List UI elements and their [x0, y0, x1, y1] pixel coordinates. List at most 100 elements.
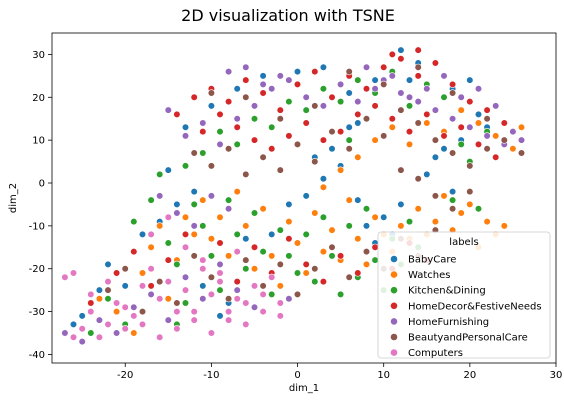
scatter-point-homefurnishing: [130, 303, 138, 311]
scatter-point-beautyandpersonalcare: [259, 153, 267, 161]
scatter-point-homedecor-festiveneeds: [164, 256, 172, 264]
scatter-point-homedecor-festiveneeds: [242, 76, 250, 84]
scatter-point-homedecor-festiveneeds: [233, 123, 241, 131]
scatter-point-watches: [276, 282, 284, 290]
scatter-point-homefurnishing: [268, 85, 276, 93]
x-axis-label: dim_1: [289, 383, 319, 394]
scatter-point-watches: [423, 119, 431, 127]
scatter-point-homedecor-festiveneeds: [466, 97, 474, 106]
scatter-point-babycare: [104, 260, 112, 269]
scatter-point-babycare: [397, 200, 405, 208]
scatter-point-babycare: [285, 200, 293, 208]
legend-entry-label: Watches: [408, 270, 451, 281]
scatter-point-beautyandpersonalcare: [449, 149, 457, 157]
legend-entry-label: BabyCare: [408, 255, 456, 266]
scatter-point-homefurnishing: [517, 136, 526, 144]
scatter-point-homefurnishing: [216, 260, 224, 269]
scatter-point-watches: [362, 260, 371, 269]
scatter-point-computers: [121, 325, 129, 333]
scatter-point-homedecor-festiveneeds: [199, 128, 207, 136]
scatter-point-kitchen-dining: [199, 222, 207, 230]
y-tick-label: -20: [29, 264, 45, 275]
scatter-point-watches: [345, 196, 353, 204]
scatter-point-homedecor-festiveneeds: [354, 269, 362, 277]
scatter-point-homedecor-festiveneeds: [414, 72, 422, 80]
scatter-point-homedecor-festiveneeds: [328, 93, 336, 101]
scatter-point-homedecor-festiveneeds: [302, 119, 310, 127]
scatter-point-kitchen-dining: [302, 230, 310, 238]
scatter-point-watches: [207, 235, 215, 243]
scatter-point-kitchen-dining: [173, 260, 181, 269]
scatter-point-homefurnishing: [156, 192, 164, 200]
scatter-point-kitchen-dining: [216, 128, 224, 136]
legend-marker: [390, 301, 398, 310]
scatter-point-homedecor-festiveneeds: [302, 260, 310, 269]
scatter-point-homefurnishing: [225, 67, 233, 76]
scatter-point-watches: [405, 140, 414, 148]
x-tick-label: -20: [117, 370, 133, 381]
scatter-point-kitchen-dining: [250, 115, 259, 123]
scatter-point-babycare: [354, 119, 362, 127]
scatter-point-watches: [319, 248, 328, 256]
scatter-point-watches: [337, 166, 345, 174]
scatter-point-homedecor-festiveneeds: [112, 269, 121, 277]
scatter-point-homedecor-festiveneeds: [354, 110, 362, 118]
scatter-point-kitchen-dining: [225, 196, 233, 204]
scatter-point-beautyandpersonalcare: [362, 248, 371, 256]
scatter-point-babycare: [78, 312, 86, 320]
scatter-point-beautyandpersonalcare: [483, 145, 491, 153]
scatter-point-computers: [216, 269, 224, 277]
x-axis: -20 -10 0 10 20 30: [117, 363, 562, 381]
scatter-point-babycare: [259, 72, 267, 80]
scatter-point-beautyandpersonalcare: [293, 140, 302, 148]
scatter-point-beautyandpersonalcare: [431, 136, 440, 144]
legend-marker: [390, 348, 398, 357]
scatter-point-babycare: [302, 192, 310, 200]
scatter-point-beautyandpersonalcare: [328, 243, 336, 251]
scatter-point-homefurnishing: [164, 316, 172, 324]
x-tick-label: 30: [550, 370, 563, 381]
scatter-point-kitchen-dining: [87, 329, 95, 337]
y-tick-label: 10: [32, 136, 45, 147]
scatter-point-beautyandpersonalcare: [397, 166, 405, 174]
scatter-point-watches: [354, 153, 362, 161]
y-axis-label: dim_2: [8, 183, 19, 213]
scatter-point-kitchen-dining: [371, 256, 379, 264]
scatter-point-kitchen-dining: [328, 252, 336, 260]
scatter-point-computers: [242, 320, 250, 329]
scatter-point-computers: [69, 333, 78, 341]
scatter-point-homefurnishing: [164, 106, 172, 114]
scatter-point-watches: [311, 209, 319, 217]
scatter-point-babycare: [233, 85, 241, 93]
scatter-point-homedecor-festiveneeds: [405, 128, 414, 136]
scatter-point-computers: [147, 265, 155, 273]
scatter-point-babycare: [345, 123, 353, 131]
scatter-point-watches: [371, 136, 379, 144]
scatter-point-watches: [95, 295, 103, 303]
scatter-point-kitchen-dining: [345, 136, 353, 144]
scatter-point-homedecor-festiveneeds: [388, 50, 396, 59]
scatter-point-watches: [181, 213, 190, 221]
scatter-point-kitchen-dining: [190, 200, 198, 208]
scatter-point-watches: [293, 239, 302, 247]
scatter-point-homefurnishing: [457, 93, 465, 101]
scatter-point-computers: [104, 320, 112, 329]
scatter-point-homedecor-festiveneeds: [190, 93, 198, 101]
scatter-point-watches: [474, 119, 483, 127]
scatter-point-kitchen-dining: [405, 102, 414, 110]
scatter-point-beautyandpersonalcare: [500, 136, 508, 144]
scatter-point-homedecor-festiveneeds: [380, 63, 388, 71]
scatter-point-beautyandpersonalcare: [466, 162, 474, 170]
x-tick-label: 20: [463, 370, 476, 381]
x-tick-label: 0: [294, 370, 300, 381]
scatter-point-watches: [500, 222, 508, 230]
scatter-point-homefurnishing: [285, 76, 293, 84]
scatter-point-beautyandpersonalcare: [345, 67, 353, 76]
scatter-point-homefurnishing: [259, 80, 267, 88]
scatter-point-beautyandpersonalcare: [414, 119, 422, 127]
scatter-point-homedecor-festiveneeds: [181, 230, 190, 238]
scatter-point-beautyandpersonalcare: [517, 149, 526, 157]
scatter-point-beautyandpersonalcare: [173, 299, 181, 307]
scatter-point-homedecor-festiveneeds: [371, 243, 379, 251]
scatter-point-homefurnishing: [440, 72, 448, 80]
